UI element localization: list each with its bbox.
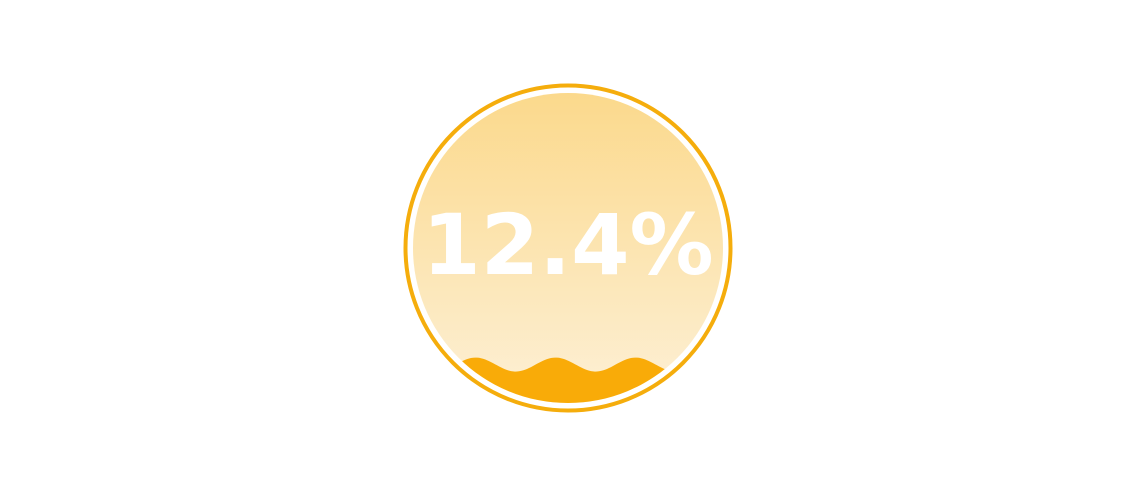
gauge-inner-ring [409,89,727,407]
percentage-label: 12.4% [422,196,713,294]
gauge-outer-border [403,83,733,413]
gauge-background [413,93,723,403]
